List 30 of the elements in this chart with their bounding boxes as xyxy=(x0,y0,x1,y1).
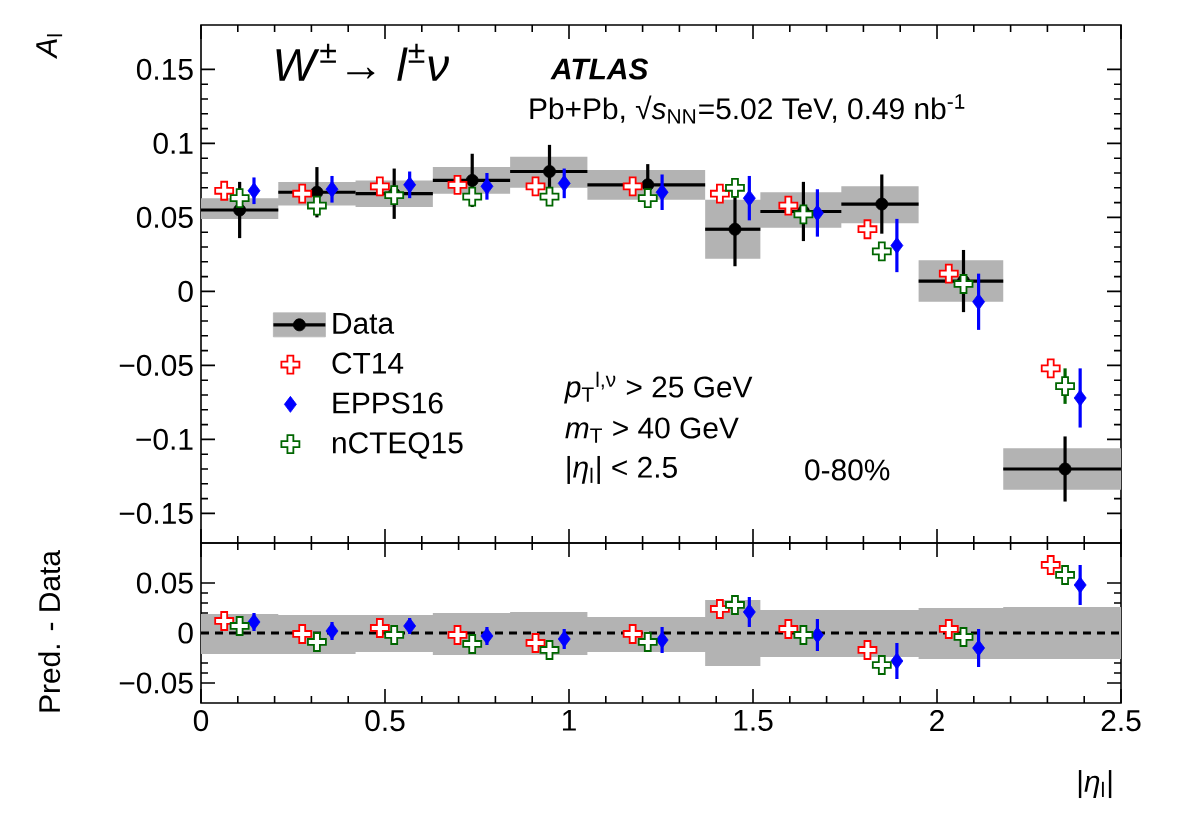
x-tick-label: 0.5 xyxy=(365,710,405,732)
annotation: p$_{T}$$^{l,ν}$ > 25 GeV xyxy=(564,371,753,404)
annotation: m$_{T}$ > 40 GeV xyxy=(565,417,739,443)
annotation: |η$_{l}$| < 2.5 xyxy=(567,455,677,484)
annotation: ATLAS xyxy=(550,58,649,80)
legend-label: CT14 xyxy=(332,352,404,374)
x-axis-title: |η$_{l}$| xyxy=(1078,770,1112,799)
chart-title: W$^{±}$→ l$^{±}$ν xyxy=(276,43,449,81)
y-tick-label: 0.05 xyxy=(136,206,193,228)
x-tick-label: 1.5 xyxy=(734,710,773,731)
x-tick-label: 2 xyxy=(930,710,944,731)
legend-label: Data xyxy=(333,313,395,334)
y-tick-label: −0.15 xyxy=(119,502,193,524)
y-axis-title: A$_{l}$ xyxy=(36,34,63,60)
y-axis-title: Pred. - Data xyxy=(38,550,61,712)
y-tick-label: 0 xyxy=(178,280,193,302)
x-tick-label: 2.5 xyxy=(1101,710,1141,732)
x-tick-label: 1 xyxy=(562,710,576,731)
y-tick-label: 0.05 xyxy=(136,572,193,594)
y-tick-label: 0.15 xyxy=(136,58,193,80)
y-tick-label: −0.05 xyxy=(119,672,193,694)
annotation: Pb+Pb, √s$_{NN}$=5.02 TeV, 0.49 nb$^{-1}$ xyxy=(530,94,965,124)
legend-label: EPPS16 xyxy=(333,392,443,414)
x-tick-label: 0 xyxy=(193,710,209,732)
y-tick-label: 0.1 xyxy=(153,132,193,154)
annotation: 0-80% xyxy=(805,459,890,481)
legend-label: nCTEQ15 xyxy=(332,432,463,459)
y-tick-label: −0.1 xyxy=(136,428,193,450)
y-tick-label: −0.05 xyxy=(119,354,193,376)
y-tick-label: 0 xyxy=(178,622,193,644)
